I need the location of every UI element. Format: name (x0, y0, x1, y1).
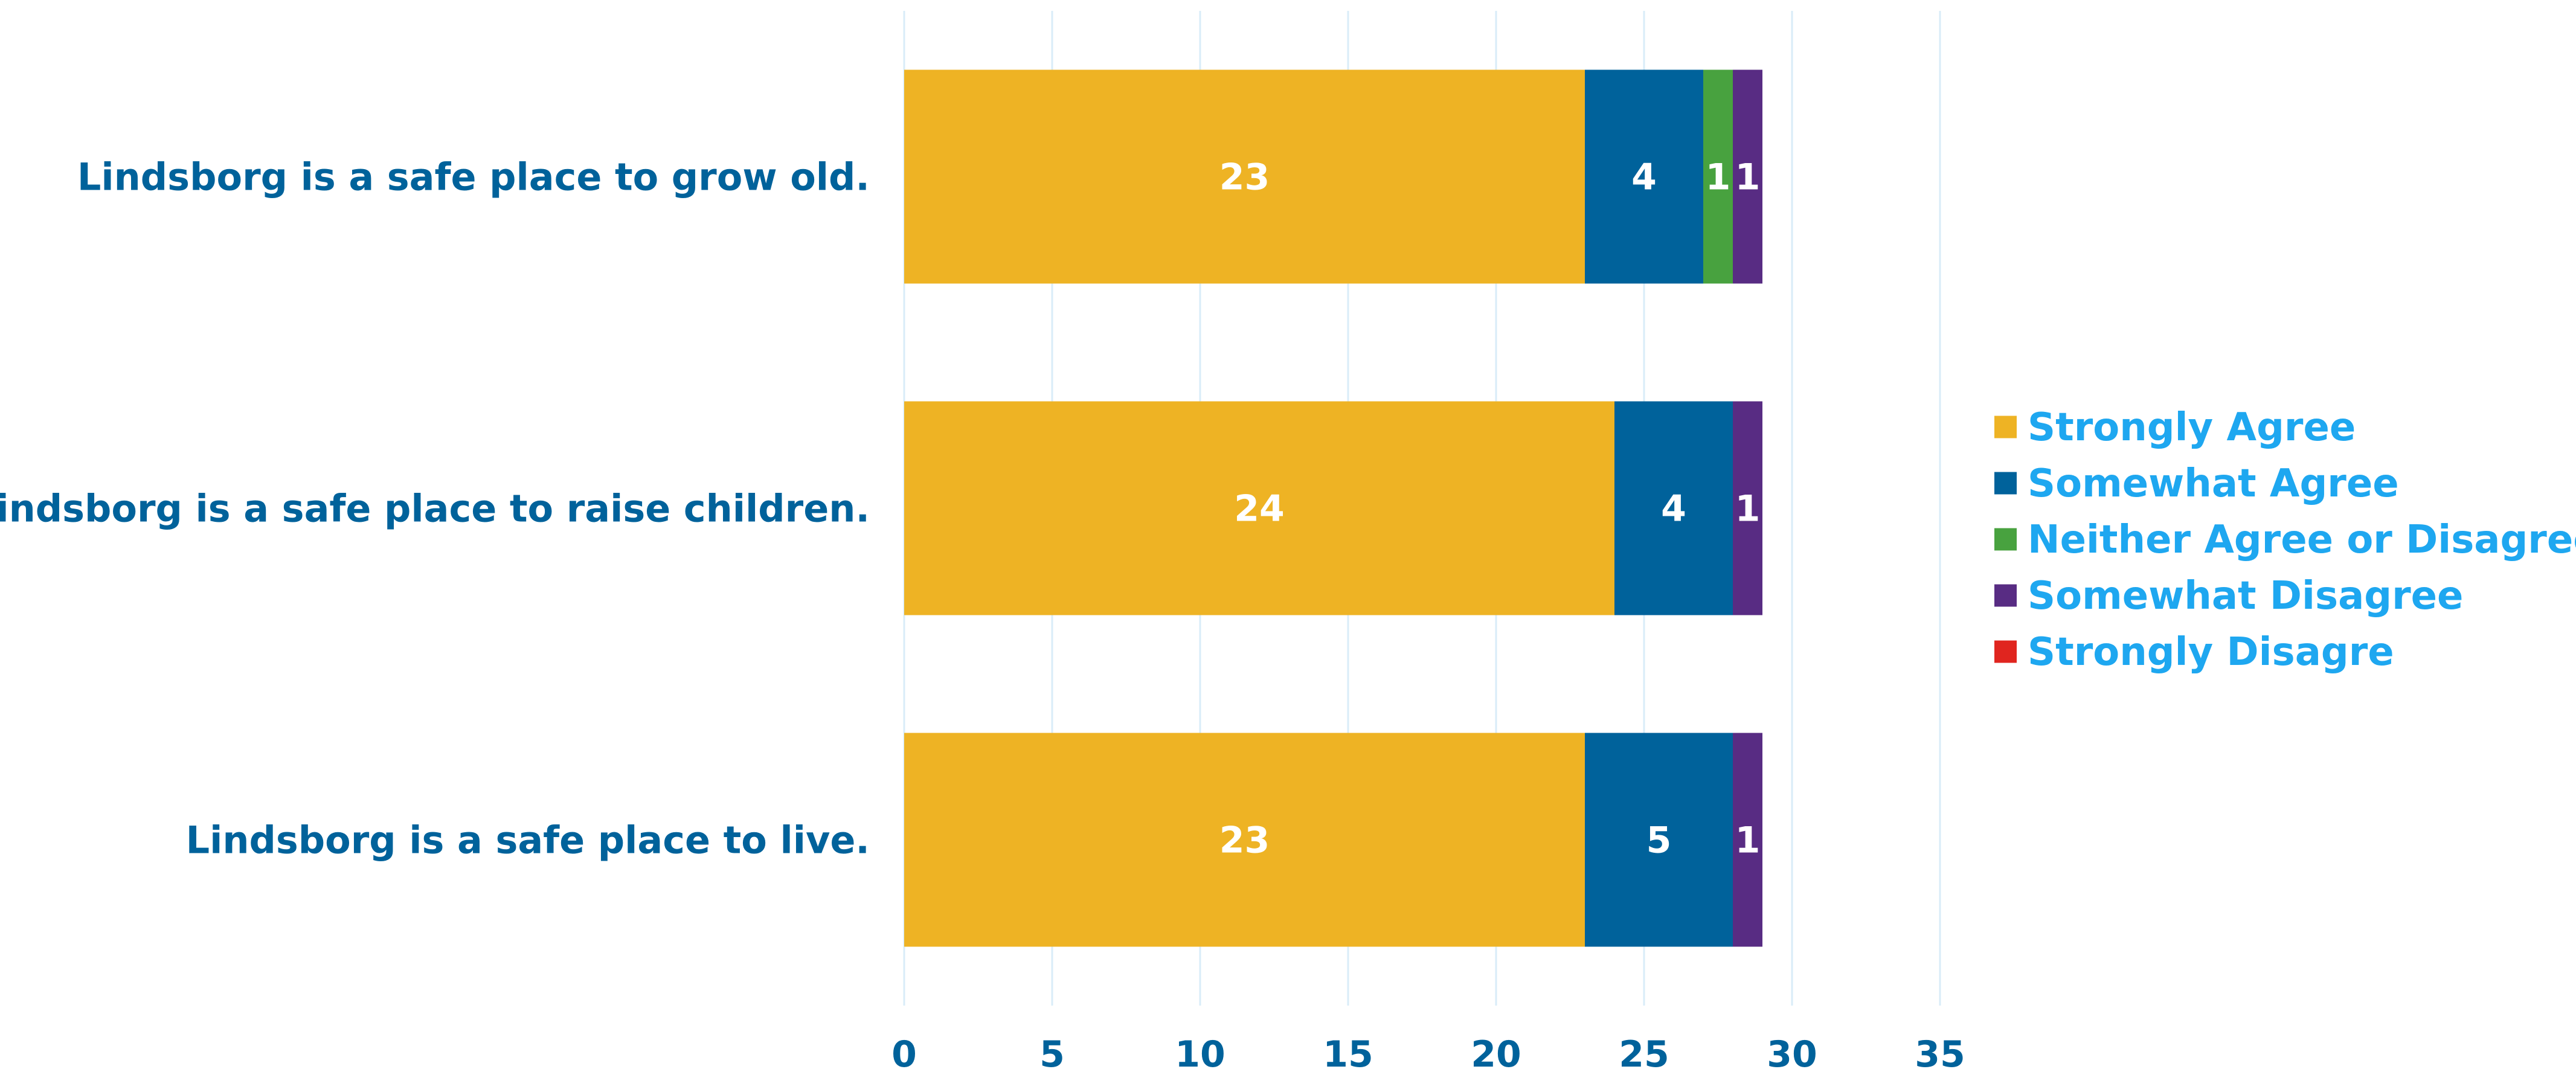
bars: 23 4 1 124 4 123 5 1 (904, 69, 1762, 947)
x-tick-label: 15 (1323, 1033, 1373, 1069)
bar-segment-strongly-agree (904, 69, 1585, 284)
bar-segment-somewhat-agree (1585, 733, 1733, 947)
bar-segment-somewhat-disagree (1733, 69, 1762, 284)
legend-swatch-somewhat-disagree (1994, 584, 2017, 607)
bar-segment-neither-agree-or-disagree (1703, 69, 1733, 284)
category-label: Lindsborg is a safe place to live. (186, 818, 870, 862)
legend-label: Strongly Agree (2028, 405, 2356, 450)
x-axis-tick-labels: 0 5 10 15 20 25 30 35 (891, 1033, 1965, 1069)
legend-label: Somewhat Disagree (2028, 574, 2463, 618)
data-label: 1 (1735, 488, 1761, 530)
x-tick-label: 5 (1039, 1033, 1065, 1069)
data-label: 5 (1646, 820, 1672, 862)
data-label: 4 (1631, 156, 1657, 199)
x-tick-label: 35 (1915, 1033, 1965, 1069)
category-labels: Lindsborg is a safe place to grow old. Li… (0, 155, 870, 862)
data-label: 23 (1219, 156, 1270, 199)
data-label: 1 (1735, 820, 1761, 862)
data-label: 1 (1735, 156, 1761, 199)
legend-label: Neither Agree or Disagree (2028, 518, 2576, 562)
x-tick-label: 25 (1619, 1033, 1669, 1069)
legend: Strongly Agree Somewhat Agree Neither Agre… (1994, 405, 2576, 675)
legend-swatch-somewhat-agree (1994, 472, 2017, 495)
x-tick-label: 30 (1767, 1033, 1817, 1069)
legend-swatch-strongly-disagre (1994, 640, 2017, 663)
x-tick-label: 0 (891, 1033, 917, 1069)
bar-segment-somewhat-agree (1614, 401, 1733, 615)
legend-swatch-neither-agree-or-disagree (1994, 528, 2017, 551)
legend-label: Somewhat Agree (2028, 461, 2399, 506)
data-label: 24 (1234, 488, 1285, 530)
legend-label: Strongly Disagre (2028, 630, 2394, 675)
bar-segment-somewhat-disagree (1733, 733, 1762, 947)
bar-segment-somewhat-disagree (1733, 401, 1762, 615)
data-label: 23 (1219, 820, 1270, 862)
bar-segment-strongly-agree (904, 733, 1585, 947)
bar-segment-strongly-agree (904, 401, 1614, 615)
category-label: Lindsborg is a safe place to raise child… (0, 487, 870, 531)
legend-swatch-strongly-agree (1994, 416, 2017, 438)
category-label: Lindsborg is a safe place to grow old. (77, 155, 870, 199)
x-tick-label: 10 (1175, 1033, 1225, 1069)
x-tick-label: 20 (1471, 1033, 1521, 1069)
data-label: 4 (1661, 488, 1686, 530)
bar-segment-somewhat-agree (1585, 69, 1703, 284)
data-label: 1 (1706, 156, 1731, 199)
